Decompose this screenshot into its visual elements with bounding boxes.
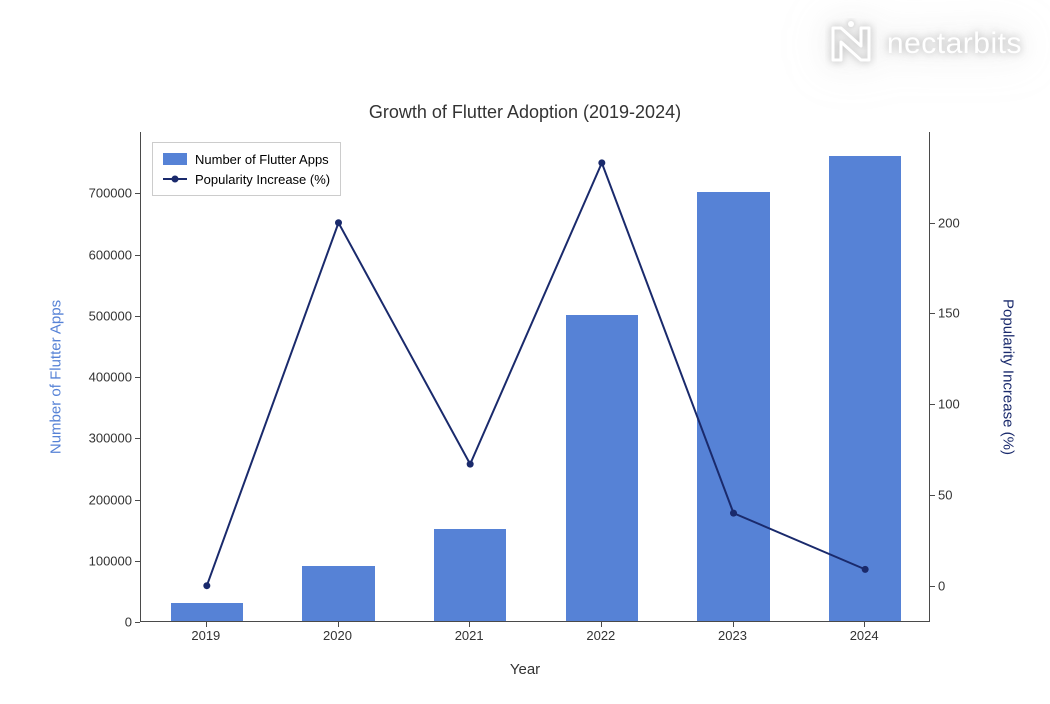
y2-tick-label: 150 (938, 306, 960, 321)
legend-swatch-bar (163, 153, 187, 165)
line-marker (203, 582, 210, 589)
y2-tick-label: 0 (938, 578, 945, 593)
y2-tick-label: 200 (938, 215, 960, 230)
legend-label-bars: Number of Flutter Apps (195, 152, 329, 167)
chart-container: Growth of Flutter Adoption (2019-2024) 0… (10, 10, 1040, 700)
legend-item-line: Popularity Increase (%) (163, 169, 330, 189)
line-marker (730, 510, 737, 517)
legend: Number of Flutter Apps Popularity Increa… (152, 142, 341, 196)
line-layer (141, 132, 929, 621)
y1-tick-label: 200000 (89, 492, 132, 507)
x-axis-label: Year (510, 661, 540, 678)
y1-tick-label: 100000 (89, 553, 132, 568)
line-marker (335, 219, 342, 226)
x-tick-label: 2019 (191, 628, 220, 643)
x-tick-label: 2024 (850, 628, 879, 643)
y1-tick-label: 500000 (89, 308, 132, 323)
line-marker (467, 461, 474, 468)
y1-tick-label: 600000 (89, 247, 132, 262)
y2-tick-label: 50 (938, 487, 952, 502)
y1-tick-label: 400000 (89, 370, 132, 385)
y1-tick-label: 700000 (89, 186, 132, 201)
line-marker (598, 159, 605, 166)
line-path (207, 163, 865, 586)
legend-label-line: Popularity Increase (%) (195, 172, 330, 187)
y2-tick-label: 100 (938, 397, 960, 412)
x-tick-label: 2022 (586, 628, 615, 643)
x-tick-label: 2023 (718, 628, 747, 643)
y1-tick-label: 0 (125, 615, 132, 630)
legend-item-bars: Number of Flutter Apps (163, 149, 330, 169)
y1-axis-label: Number of Flutter Apps (48, 300, 65, 454)
x-tick-label: 2020 (323, 628, 352, 643)
legend-swatch-line (163, 178, 187, 180)
y2-axis-label: Popularity Increase (%) (1000, 299, 1017, 455)
x-tick-label: 2021 (455, 628, 484, 643)
y1-tick-label: 300000 (89, 431, 132, 446)
line-marker (862, 566, 869, 573)
chart-title: Growth of Flutter Adoption (2019-2024) (10, 102, 1040, 123)
plot-area (140, 132, 930, 622)
